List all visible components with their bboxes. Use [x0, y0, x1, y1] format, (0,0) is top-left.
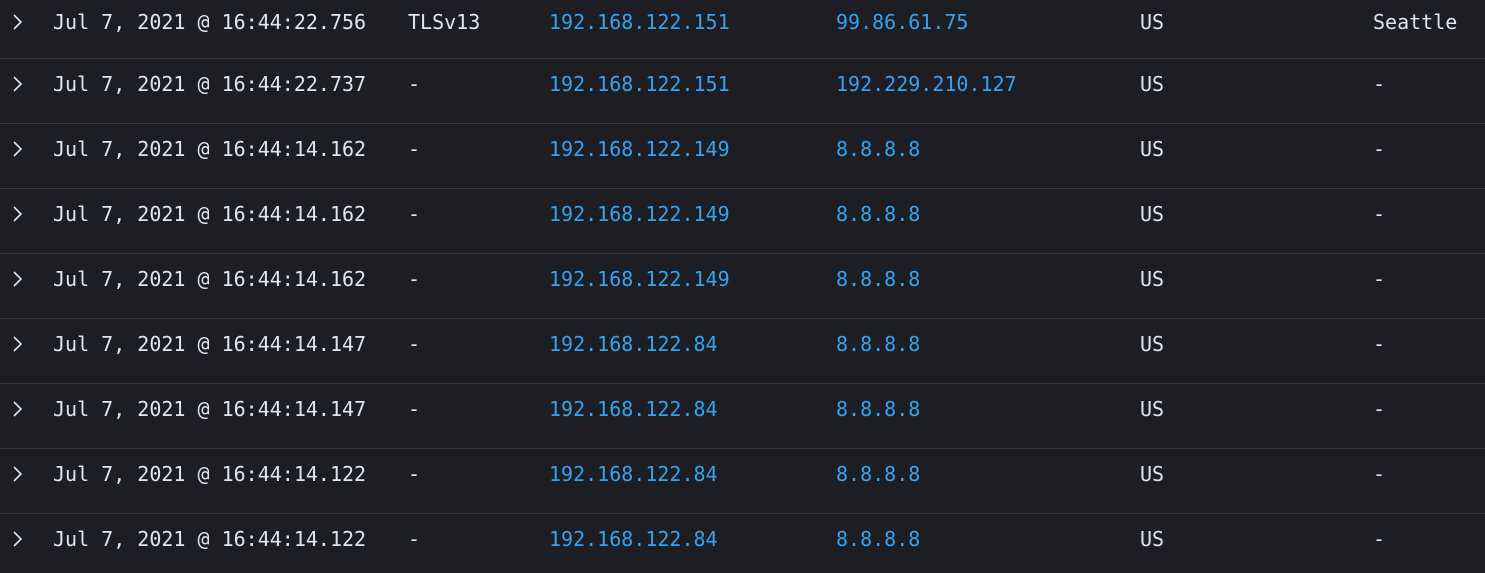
timestamp-cell: Jul 7, 2021 @ 16:44:14.122	[53, 527, 367, 551]
destination-ip-link[interactable]: 99.86.61.75	[836, 10, 969, 34]
timestamp-cell: Jul 7, 2021 @ 16:44:14.122	[53, 462, 367, 486]
timestamp-cell: Jul 7, 2021 @ 16:44:22.737	[53, 72, 367, 96]
city-cell: -	[1373, 397, 1386, 421]
tls-version-cell: -	[408, 527, 421, 551]
destination-ip-link[interactable]: 8.8.8.8	[836, 462, 921, 486]
city-cell: -	[1373, 137, 1386, 161]
timestamp-cell: Jul 7, 2021 @ 16:44:14.162	[53, 137, 367, 161]
tls-version-cell: -	[408, 72, 421, 96]
table-row: Jul 7, 2021 @ 16:44:14.122 - 192.168.122…	[0, 514, 1485, 573]
timestamp-cell: Jul 7, 2021 @ 16:44:14.162	[53, 202, 367, 226]
table-row: Jul 7, 2021 @ 16:44:14.147 - 192.168.122…	[0, 384, 1485, 449]
table-row: Jul 7, 2021 @ 16:44:22.737 - 192.168.122…	[0, 59, 1485, 124]
chevron-right-icon[interactable]	[8, 267, 28, 291]
source-ip-link[interactable]: 192.168.122.151	[549, 10, 730, 34]
country-cell: US	[1140, 397, 1165, 421]
tls-version-cell: -	[408, 137, 421, 161]
tls-version-cell: -	[408, 267, 421, 291]
country-cell: US	[1140, 462, 1165, 486]
city-cell: -	[1373, 527, 1386, 551]
chevron-right-icon[interactable]	[8, 332, 28, 356]
table-row: Jul 7, 2021 @ 16:44:22.756 TLSv13 192.16…	[0, 0, 1485, 59]
chevron-right-icon[interactable]	[8, 72, 28, 96]
tls-version-cell: -	[408, 397, 421, 421]
table-row: Jul 7, 2021 @ 16:44:14.162 - 192.168.122…	[0, 124, 1485, 189]
country-cell: US	[1140, 267, 1165, 291]
city-cell: -	[1373, 72, 1386, 96]
destination-ip-link[interactable]: 8.8.8.8	[836, 137, 921, 161]
country-cell: US	[1140, 10, 1165, 34]
table-row: Jul 7, 2021 @ 16:44:14.162 - 192.168.122…	[0, 189, 1485, 254]
city-cell: Seattle	[1373, 10, 1458, 34]
timestamp-cell: Jul 7, 2021 @ 16:44:22.756	[53, 10, 367, 34]
country-cell: US	[1140, 137, 1165, 161]
destination-ip-link[interactable]: 8.8.8.8	[836, 332, 921, 356]
city-cell: -	[1373, 202, 1386, 226]
country-cell: US	[1140, 202, 1165, 226]
destination-ip-link[interactable]: 8.8.8.8	[836, 267, 921, 291]
timestamp-cell: Jul 7, 2021 @ 16:44:14.162	[53, 267, 367, 291]
table-row: Jul 7, 2021 @ 16:44:14.122 - 192.168.122…	[0, 449, 1485, 514]
source-ip-link[interactable]: 192.168.122.149	[549, 202, 730, 226]
source-ip-link[interactable]: 192.168.122.149	[549, 137, 730, 161]
source-ip-link[interactable]: 192.168.122.149	[549, 267, 730, 291]
chevron-right-icon[interactable]	[8, 10, 28, 34]
city-cell: -	[1373, 462, 1386, 486]
chevron-right-icon[interactable]	[8, 527, 28, 551]
city-cell: -	[1373, 267, 1386, 291]
tls-version-cell: -	[408, 202, 421, 226]
timestamp-cell: Jul 7, 2021 @ 16:44:14.147	[53, 397, 367, 421]
table-row: Jul 7, 2021 @ 16:44:14.147 - 192.168.122…	[0, 319, 1485, 384]
source-ip-link[interactable]: 192.168.122.84	[549, 332, 718, 356]
tls-version-cell: -	[408, 462, 421, 486]
country-cell: US	[1140, 72, 1165, 96]
source-ip-link[interactable]: 192.168.122.84	[549, 527, 718, 551]
chevron-right-icon[interactable]	[8, 462, 28, 486]
country-cell: US	[1140, 332, 1165, 356]
city-cell: -	[1373, 332, 1386, 356]
tls-version-cell: -	[408, 332, 421, 356]
destination-ip-link[interactable]: 8.8.8.8	[836, 397, 921, 421]
chevron-right-icon[interactable]	[8, 397, 28, 421]
source-ip-link[interactable]: 192.168.122.84	[549, 462, 718, 486]
destination-ip-link[interactable]: 8.8.8.8	[836, 202, 921, 226]
destination-ip-link[interactable]: 8.8.8.8	[836, 527, 921, 551]
country-cell: US	[1140, 527, 1165, 551]
table-row: Jul 7, 2021 @ 16:44:14.162 - 192.168.122…	[0, 254, 1485, 319]
source-ip-link[interactable]: 192.168.122.84	[549, 397, 718, 421]
tls-version-cell: TLSv13	[408, 10, 481, 34]
chevron-right-icon[interactable]	[8, 202, 28, 226]
timestamp-cell: Jul 7, 2021 @ 16:44:14.147	[53, 332, 367, 356]
source-ip-link[interactable]: 192.168.122.151	[549, 72, 730, 96]
chevron-right-icon[interactable]	[8, 137, 28, 161]
destination-ip-link[interactable]: 192.229.210.127	[836, 72, 1017, 96]
